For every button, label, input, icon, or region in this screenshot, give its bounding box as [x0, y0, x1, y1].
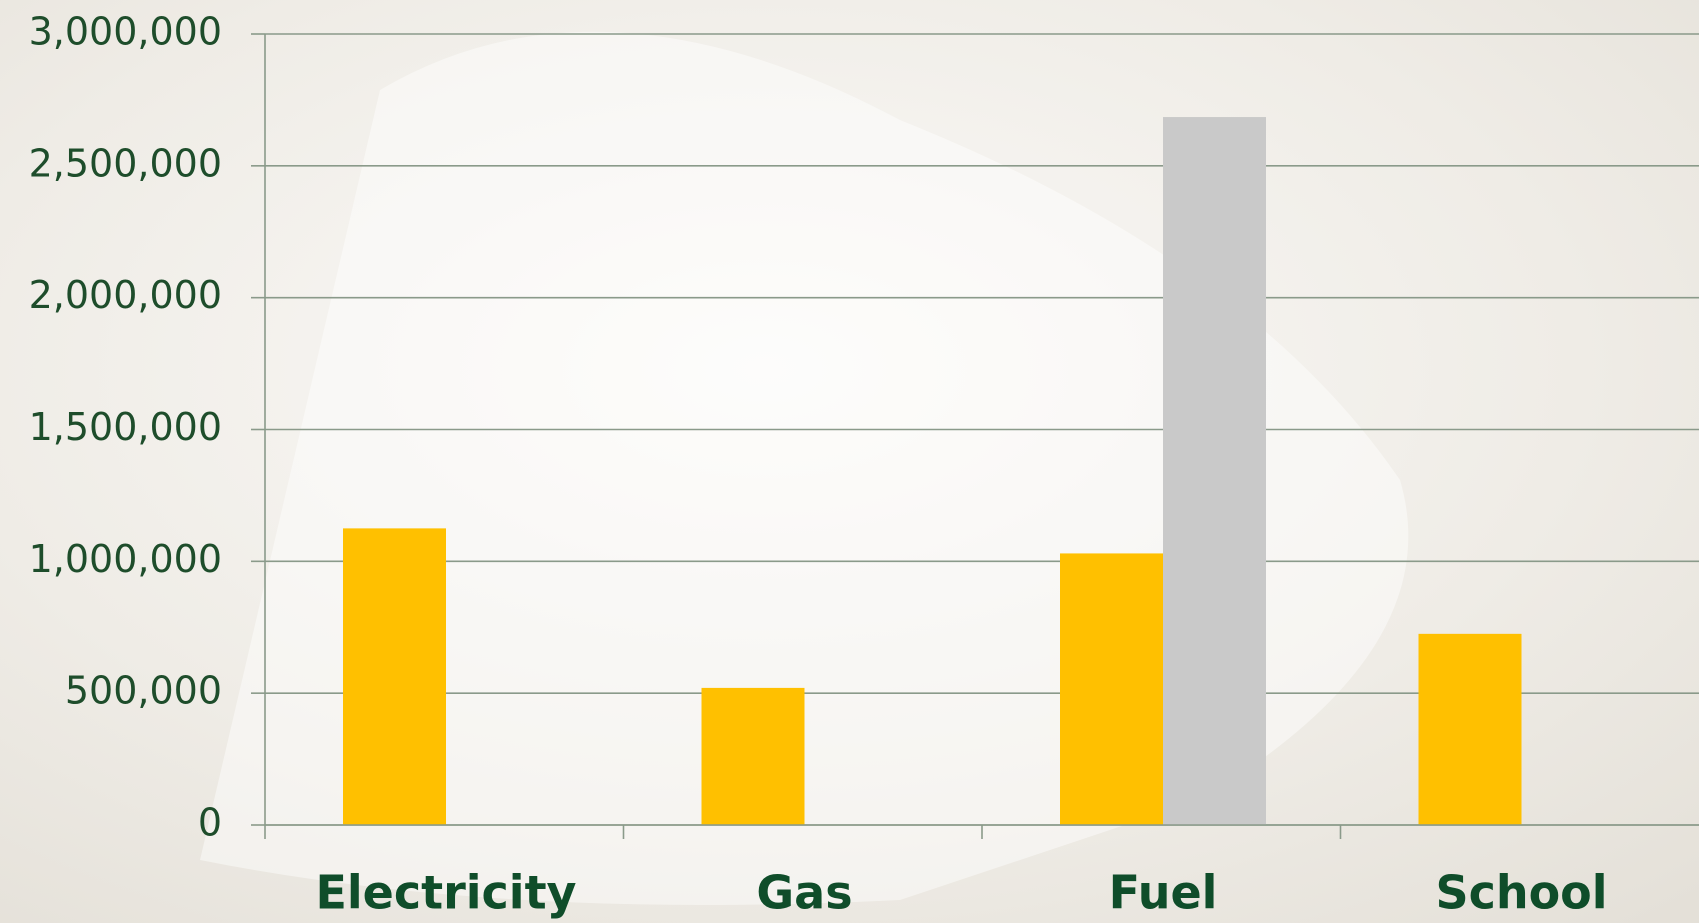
y-tick-label: 2,000,000	[29, 273, 222, 317]
x-tick-label: Electricity	[315, 866, 576, 920]
y-tick-label: 500,000	[65, 669, 222, 713]
y-tick-label: 2,500,000	[29, 141, 222, 185]
x-tick-label: Fuel	[1109, 866, 1218, 920]
bar	[702, 688, 805, 825]
bar	[1419, 634, 1522, 825]
bar	[343, 528, 446, 825]
bar	[1060, 553, 1163, 825]
x-tick-label: Gas	[756, 866, 852, 920]
y-tick-label: 0	[198, 801, 222, 845]
x-tick-label: School	[1435, 866, 1607, 920]
chart: 0 500,000 1,000,000 1,500,000 2,000,000 2,500…	[0, 0, 1699, 923]
y-tick-label: 1,000,000	[29, 537, 222, 581]
y-tick-label: 1,500,000	[29, 405, 222, 449]
page: {"chart_data": {"type": "bar", "categori…	[0, 0, 1699, 923]
y-tick-label: 3,000,000	[29, 10, 222, 54]
bar	[1163, 117, 1266, 825]
